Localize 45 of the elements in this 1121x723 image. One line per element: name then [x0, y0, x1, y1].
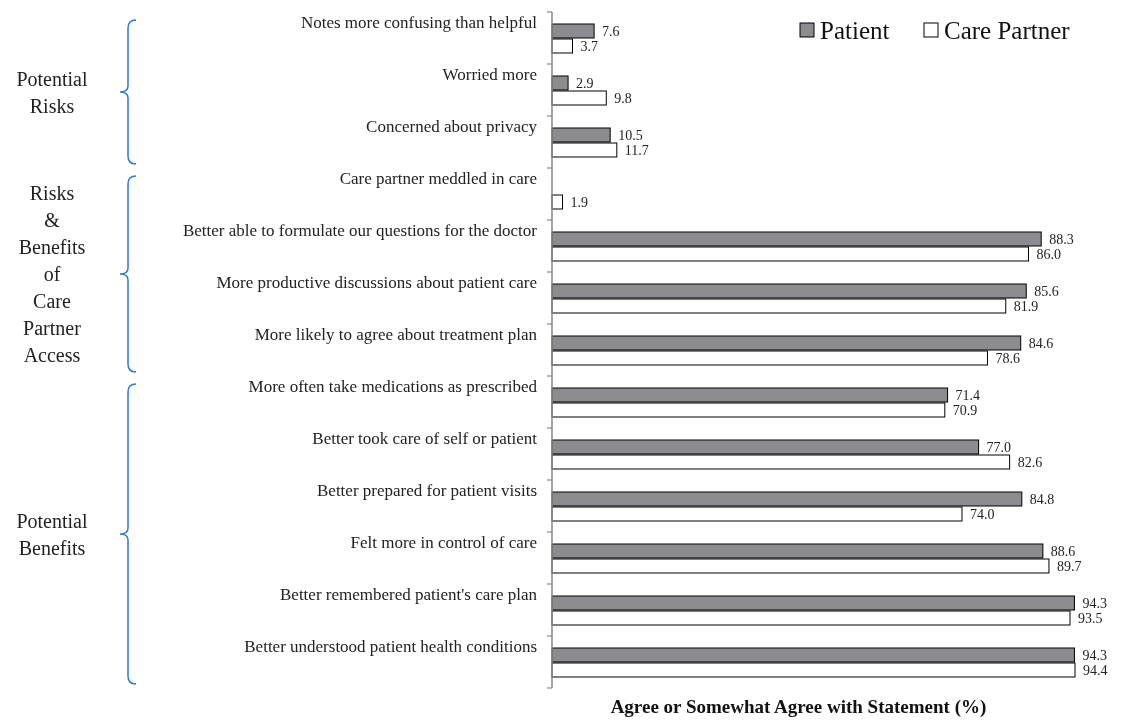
legend-label: Patient — [820, 17, 890, 44]
data-label: 89.7 — [1056, 559, 1082, 574]
text: Risks & Benefits of Care Partner Access — [18, 182, 86, 366]
data-label: 78.6 — [995, 351, 1020, 366]
text: Potential Risks — [16, 67, 88, 117]
x-axis-title: Agree or Somewhat Agree with Statement (%) — [610, 696, 987, 718]
data-label: 86.0 — [1036, 247, 1061, 262]
y-tick-label: Better took care of self or patient — [312, 429, 538, 448]
bar — [551, 194, 564, 210]
y-tick-label: More likely to agree about treatment plan — [254, 325, 538, 344]
y-tick-label: Care partner meddled in care — [339, 169, 537, 188]
y-tick-label: More often take medications as prescribed — [248, 377, 538, 396]
data-label: 9.8 — [614, 91, 632, 106]
data-label: 94.3 — [1082, 648, 1107, 663]
y-tick-label: Better remembered patient's care plan — [280, 585, 538, 604]
data-label: 3.7 — [580, 39, 598, 54]
data-label: 1.9 — [570, 195, 589, 210]
data-label: 71.4 — [955, 388, 981, 403]
data-label: 7.6 — [602, 24, 620, 39]
data-label: 88.3 — [1049, 232, 1074, 247]
y-tick-label: Felt more in control of care — [350, 533, 537, 552]
y-tick-label: Better able to formulate our questions for the doctor — [182, 221, 538, 240]
data-label: 84.8 — [1029, 492, 1055, 507]
data-label: 10.5 — [618, 128, 643, 143]
data-label: 81.9 — [1013, 299, 1039, 314]
y-tick-label: Better understood patient health conditions — [244, 637, 537, 656]
data-label: 2.9 — [576, 76, 594, 91]
y-tick-label: Notes more confusing than helpful — [300, 13, 538, 32]
y-tick-label: Concerned about privacy — [366, 117, 538, 136]
legend-label: Care Partner — [944, 17, 1071, 44]
data-label: 94.4 — [1083, 663, 1108, 678]
data-label: 88.6 — [1050, 544, 1076, 559]
data-label: 70.9 — [952, 403, 978, 418]
y-tick-label: Worried more — [442, 65, 537, 84]
y-tick-label: More productive discussions about patient care — [216, 273, 537, 292]
data-label: 85.6 — [1034, 284, 1059, 299]
data-label: 93.5 — [1078, 611, 1103, 626]
data-label: 77.0 — [986, 440, 1012, 455]
data-label: 11.7 — [624, 143, 649, 158]
text: Potential Benefits — [16, 509, 88, 559]
data-label: 74.0 — [969, 507, 995, 522]
data-label: 94.3 — [1082, 596, 1107, 611]
y-tick-label: Better prepared for patient visits — [317, 481, 537, 500]
data-label: 82.6 — [1017, 455, 1043, 470]
data-label: 84.6 — [1028, 336, 1054, 351]
